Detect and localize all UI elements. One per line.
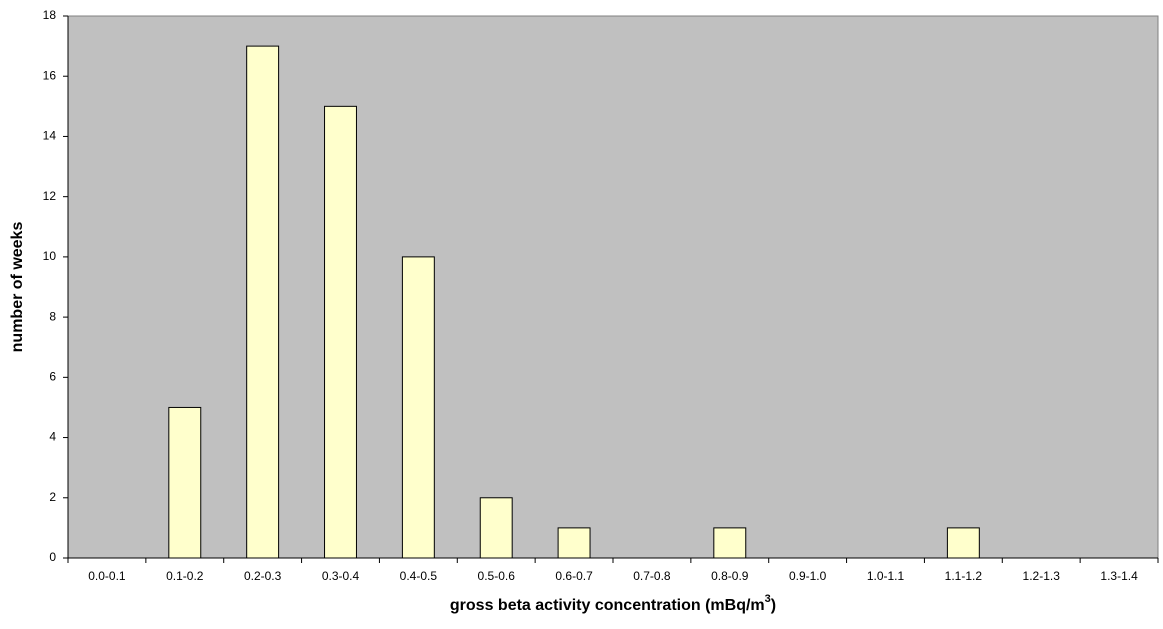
x-tick-label: 0.7-0.8	[633, 569, 671, 583]
y-axis-title: number of weeks	[9, 222, 26, 353]
x-tick-label: 0.0-0.1	[88, 569, 126, 583]
plot-area	[67, 15, 1159, 559]
x-axis-title-main: gross beta activity concentration (mBq/m	[450, 597, 765, 614]
y-tick-label: 0	[49, 550, 56, 564]
bar	[401, 256, 435, 559]
x-tick-label: 0.3-0.4	[322, 569, 360, 583]
x-axis-title: gross beta activity concentration (mBq/m…	[450, 593, 776, 614]
bar	[168, 406, 202, 559]
x-tick-label: 0.4-0.5	[400, 569, 438, 583]
x-tick-label: 1.1-1.2	[945, 569, 983, 583]
x-tick-label: 0.1-0.2	[166, 569, 204, 583]
bar	[946, 527, 980, 559]
bar	[479, 497, 513, 559]
bar	[557, 527, 591, 559]
x-tick-label: 0.5-0.6	[478, 569, 516, 583]
y-tick-label: 14	[43, 129, 57, 143]
bar	[324, 105, 357, 559]
y-tick-label: 2	[49, 490, 56, 504]
y-tick-label: 4	[49, 430, 56, 444]
x-tick-label: 0.6-0.7	[555, 569, 593, 583]
x-tick-label: 0.9-1.0	[789, 569, 827, 583]
y-tick-label: 12	[43, 189, 57, 203]
x-axis-title-superscript: 3	[765, 593, 771, 605]
x-tick-label: 1.2-1.3	[1023, 569, 1061, 583]
x-tick-label: 1.0-1.1	[867, 569, 905, 583]
y-tick-label: 10	[43, 249, 57, 263]
x-axis-title-end: )	[771, 597, 776, 614]
x-tick-label: 0.2-0.3	[244, 569, 282, 583]
y-tick-label: 16	[43, 68, 57, 82]
x-tick-label: 1.3-1.4	[1100, 569, 1138, 583]
y-tick-label: 18	[43, 8, 57, 22]
bar	[713, 527, 747, 559]
x-tick-label: 0.8-0.9	[711, 569, 749, 583]
y-tick-label: 6	[49, 370, 56, 384]
bar	[246, 45, 280, 559]
y-tick-label: 8	[49, 309, 56, 323]
